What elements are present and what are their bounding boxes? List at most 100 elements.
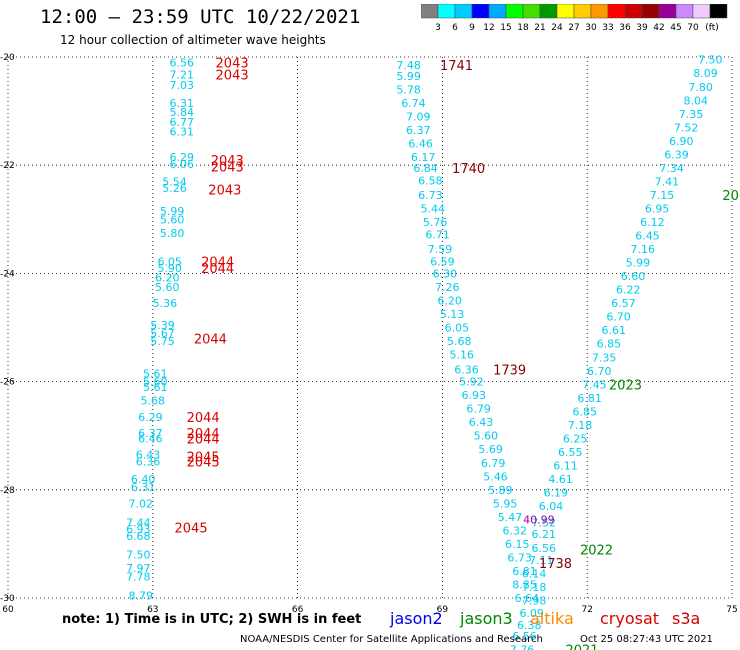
x-tick-label: 60	[2, 605, 14, 615]
swh-value: 8.04	[684, 94, 709, 107]
sat-s3a: s3a	[672, 609, 701, 628]
swh-value: 6.93	[462, 389, 487, 402]
pass-label: 2043	[211, 160, 244, 175]
swh-value: 6.81	[512, 565, 537, 578]
swh-value: 4.61	[548, 473, 573, 486]
pass-label: 1738	[539, 557, 572, 572]
swh-value: 7.52	[674, 121, 699, 134]
swh-value: 6.84	[413, 162, 438, 175]
pass-label: 2021	[565, 643, 598, 650]
swh-value: 6.93	[126, 523, 151, 536]
swh-value: 6.21	[532, 528, 557, 541]
swh-value: 5.39	[150, 319, 175, 332]
swh-value: 5.92	[459, 376, 484, 389]
swh-value: 6.68	[126, 530, 151, 543]
swh-value: 6.36	[136, 456, 161, 469]
color-scale-label: 24	[551, 23, 563, 33]
swh-value: 5.13	[440, 308, 465, 321]
swh-value: 7.02	[128, 497, 153, 510]
swh-value: 5.75	[150, 335, 175, 348]
swh-value: 5.90	[157, 262, 182, 275]
swh-value: 6.09	[519, 607, 544, 620]
pass-label: 2045	[175, 522, 208, 537]
pass-label: 2044	[201, 255, 234, 270]
swh-value: 6.29	[170, 151, 195, 164]
swh-value: 6.12	[640, 216, 665, 229]
swh-value: 6.45	[635, 230, 660, 243]
pass-label: 2044	[187, 411, 220, 426]
swh-value: 6.73	[507, 551, 532, 564]
pass-label: 2043	[216, 56, 249, 71]
swh-value: 5.60	[143, 376, 168, 389]
footer-credit: NOAA/NESDIS Center for Satellite Applica…	[240, 634, 543, 645]
swh-value: 7.50	[126, 549, 151, 562]
y-tick-label: -26	[0, 378, 15, 388]
swh-value: 5.44	[420, 202, 445, 215]
swh-value: 6.70	[606, 311, 631, 324]
swh-value: 7.35	[592, 351, 617, 364]
pass-label: 2023	[609, 378, 642, 393]
swh-value: 6.30	[433, 267, 458, 280]
swh-value: 6.46	[408, 138, 433, 151]
swh-value: 6.95	[645, 202, 670, 215]
x-tick-label: 69	[437, 605, 449, 615]
swh-value: 6.05	[445, 322, 470, 335]
swh-value: 6.81	[577, 392, 602, 405]
swh-value: 5.61	[143, 381, 168, 394]
swh-value: 7.44	[126, 516, 151, 529]
swh-value: 6.17	[411, 151, 436, 164]
swh-value: 6.85	[573, 405, 598, 418]
swh-value: 6.40	[131, 473, 156, 486]
swh-value: 6.31	[170, 97, 195, 110]
swh-value: 6.04	[539, 500, 564, 513]
x-tick-label: 75	[726, 605, 737, 615]
pass-label: 2044	[187, 432, 220, 447]
swh-value: 6.79	[466, 403, 491, 416]
sat-jason2: jason2	[390, 609, 443, 628]
swh-value: 5.68	[141, 395, 166, 408]
note-text: note: 1) Time is in UTC; 2) SWH is in fe…	[62, 612, 362, 627]
swh-value: 5.95	[493, 497, 518, 510]
swh-value: 5.99	[160, 205, 185, 218]
swh-value: 6.29	[138, 411, 163, 424]
y-tick-label: -20	[0, 53, 15, 63]
y-tick-label: -24	[0, 269, 15, 279]
swh-value: 7.45	[582, 378, 607, 391]
swh-value: 6.70	[587, 365, 612, 378]
swh-value: 6.22	[616, 284, 641, 297]
swh-value: 6.39	[664, 148, 689, 161]
swh-value: 7.26	[435, 281, 460, 294]
swh-value: 6.11	[553, 459, 578, 472]
pass-label: 2044	[201, 262, 234, 277]
swh-value: 5.89	[488, 484, 513, 497]
swh-value: 7.80	[688, 81, 713, 94]
color-scale-label: 42	[653, 23, 664, 33]
swh-value: 6.56	[532, 542, 557, 555]
color-scale-label: 36	[619, 23, 631, 33]
pass-label: 1740	[452, 162, 485, 177]
swh-value: 7.18	[568, 419, 593, 432]
swh-value: 5.47	[498, 511, 523, 524]
swh-value: 6.20	[437, 294, 462, 307]
y-tick-label: -30	[0, 594, 15, 604]
x-tick-label: 72	[581, 605, 592, 615]
footer-timestamp: Oct 25 08:27:43 UTC 2021	[580, 634, 713, 645]
swh-value: 6.37	[138, 427, 163, 440]
swh-value: 5.60	[474, 430, 499, 443]
swh-value: 6.56	[512, 630, 537, 643]
swh-value: 6.31	[170, 126, 195, 139]
color-scale-label: 3	[435, 23, 441, 33]
swh-value: 6.59	[430, 255, 455, 268]
swh-value: 6.36	[454, 364, 479, 377]
sat-cryosat: cryosat	[600, 609, 660, 628]
swh-value: 7.18	[522, 581, 547, 594]
swh-value: 40.99	[523, 514, 555, 527]
swh-value: 6.38	[517, 619, 542, 632]
swh-value: 6.20	[155, 272, 180, 285]
swh-value: 7.41	[655, 175, 680, 188]
x-tick-label: 63	[147, 605, 158, 615]
swh-value: 6.85	[597, 338, 622, 351]
chart-subtitle: 12 hour collection of altimeter wave hei…	[60, 33, 326, 47]
sat-jason3: jason3	[460, 609, 513, 628]
